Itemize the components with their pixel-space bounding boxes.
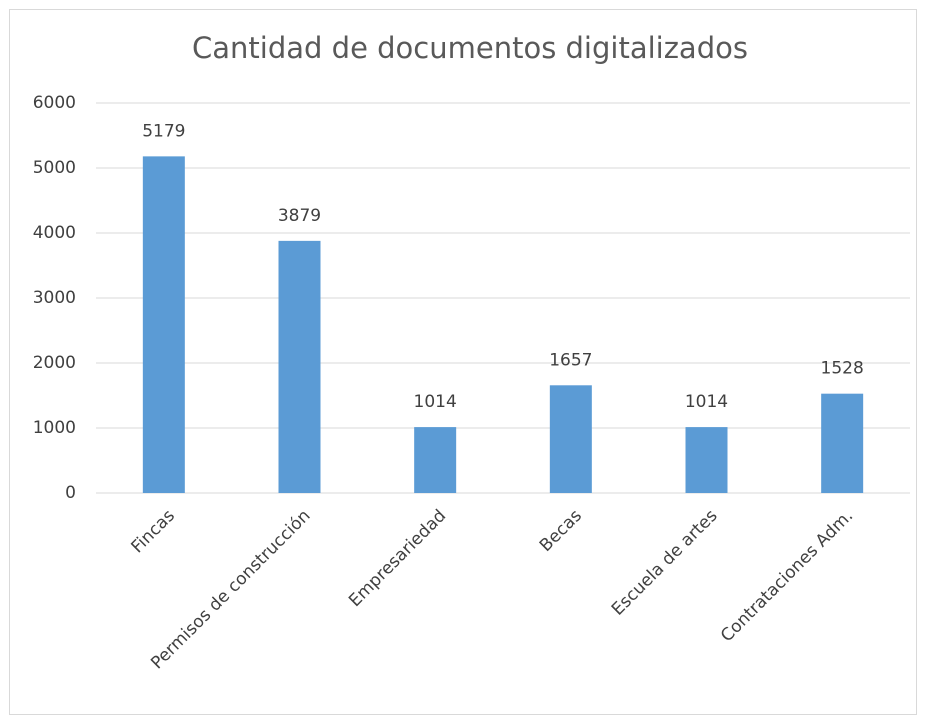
data-label: 1657 [549, 350, 592, 370]
data-label: 1014 [685, 392, 728, 412]
bar [821, 393, 864, 493]
y-tick-label: 5000 [33, 158, 76, 178]
bar [549, 385, 592, 493]
y-tick-label: 2000 [33, 353, 76, 373]
bar [278, 240, 321, 493]
bar [142, 156, 185, 494]
y-tick-label: 6000 [33, 93, 76, 113]
y-tick-label: 1000 [33, 418, 76, 438]
data-label: 1528 [821, 359, 864, 379]
y-tick-label: 4000 [33, 223, 76, 243]
data-label: 3879 [278, 206, 321, 226]
data-label: 5179 [142, 121, 185, 141]
data-label: 1014 [414, 392, 457, 412]
bar [414, 427, 457, 493]
y-tick-label: 3000 [33, 288, 76, 308]
y-tick-label: 0 [65, 483, 76, 503]
bar [685, 427, 728, 493]
chart-title: Cantidad de documentos digitalizados [192, 31, 748, 65]
